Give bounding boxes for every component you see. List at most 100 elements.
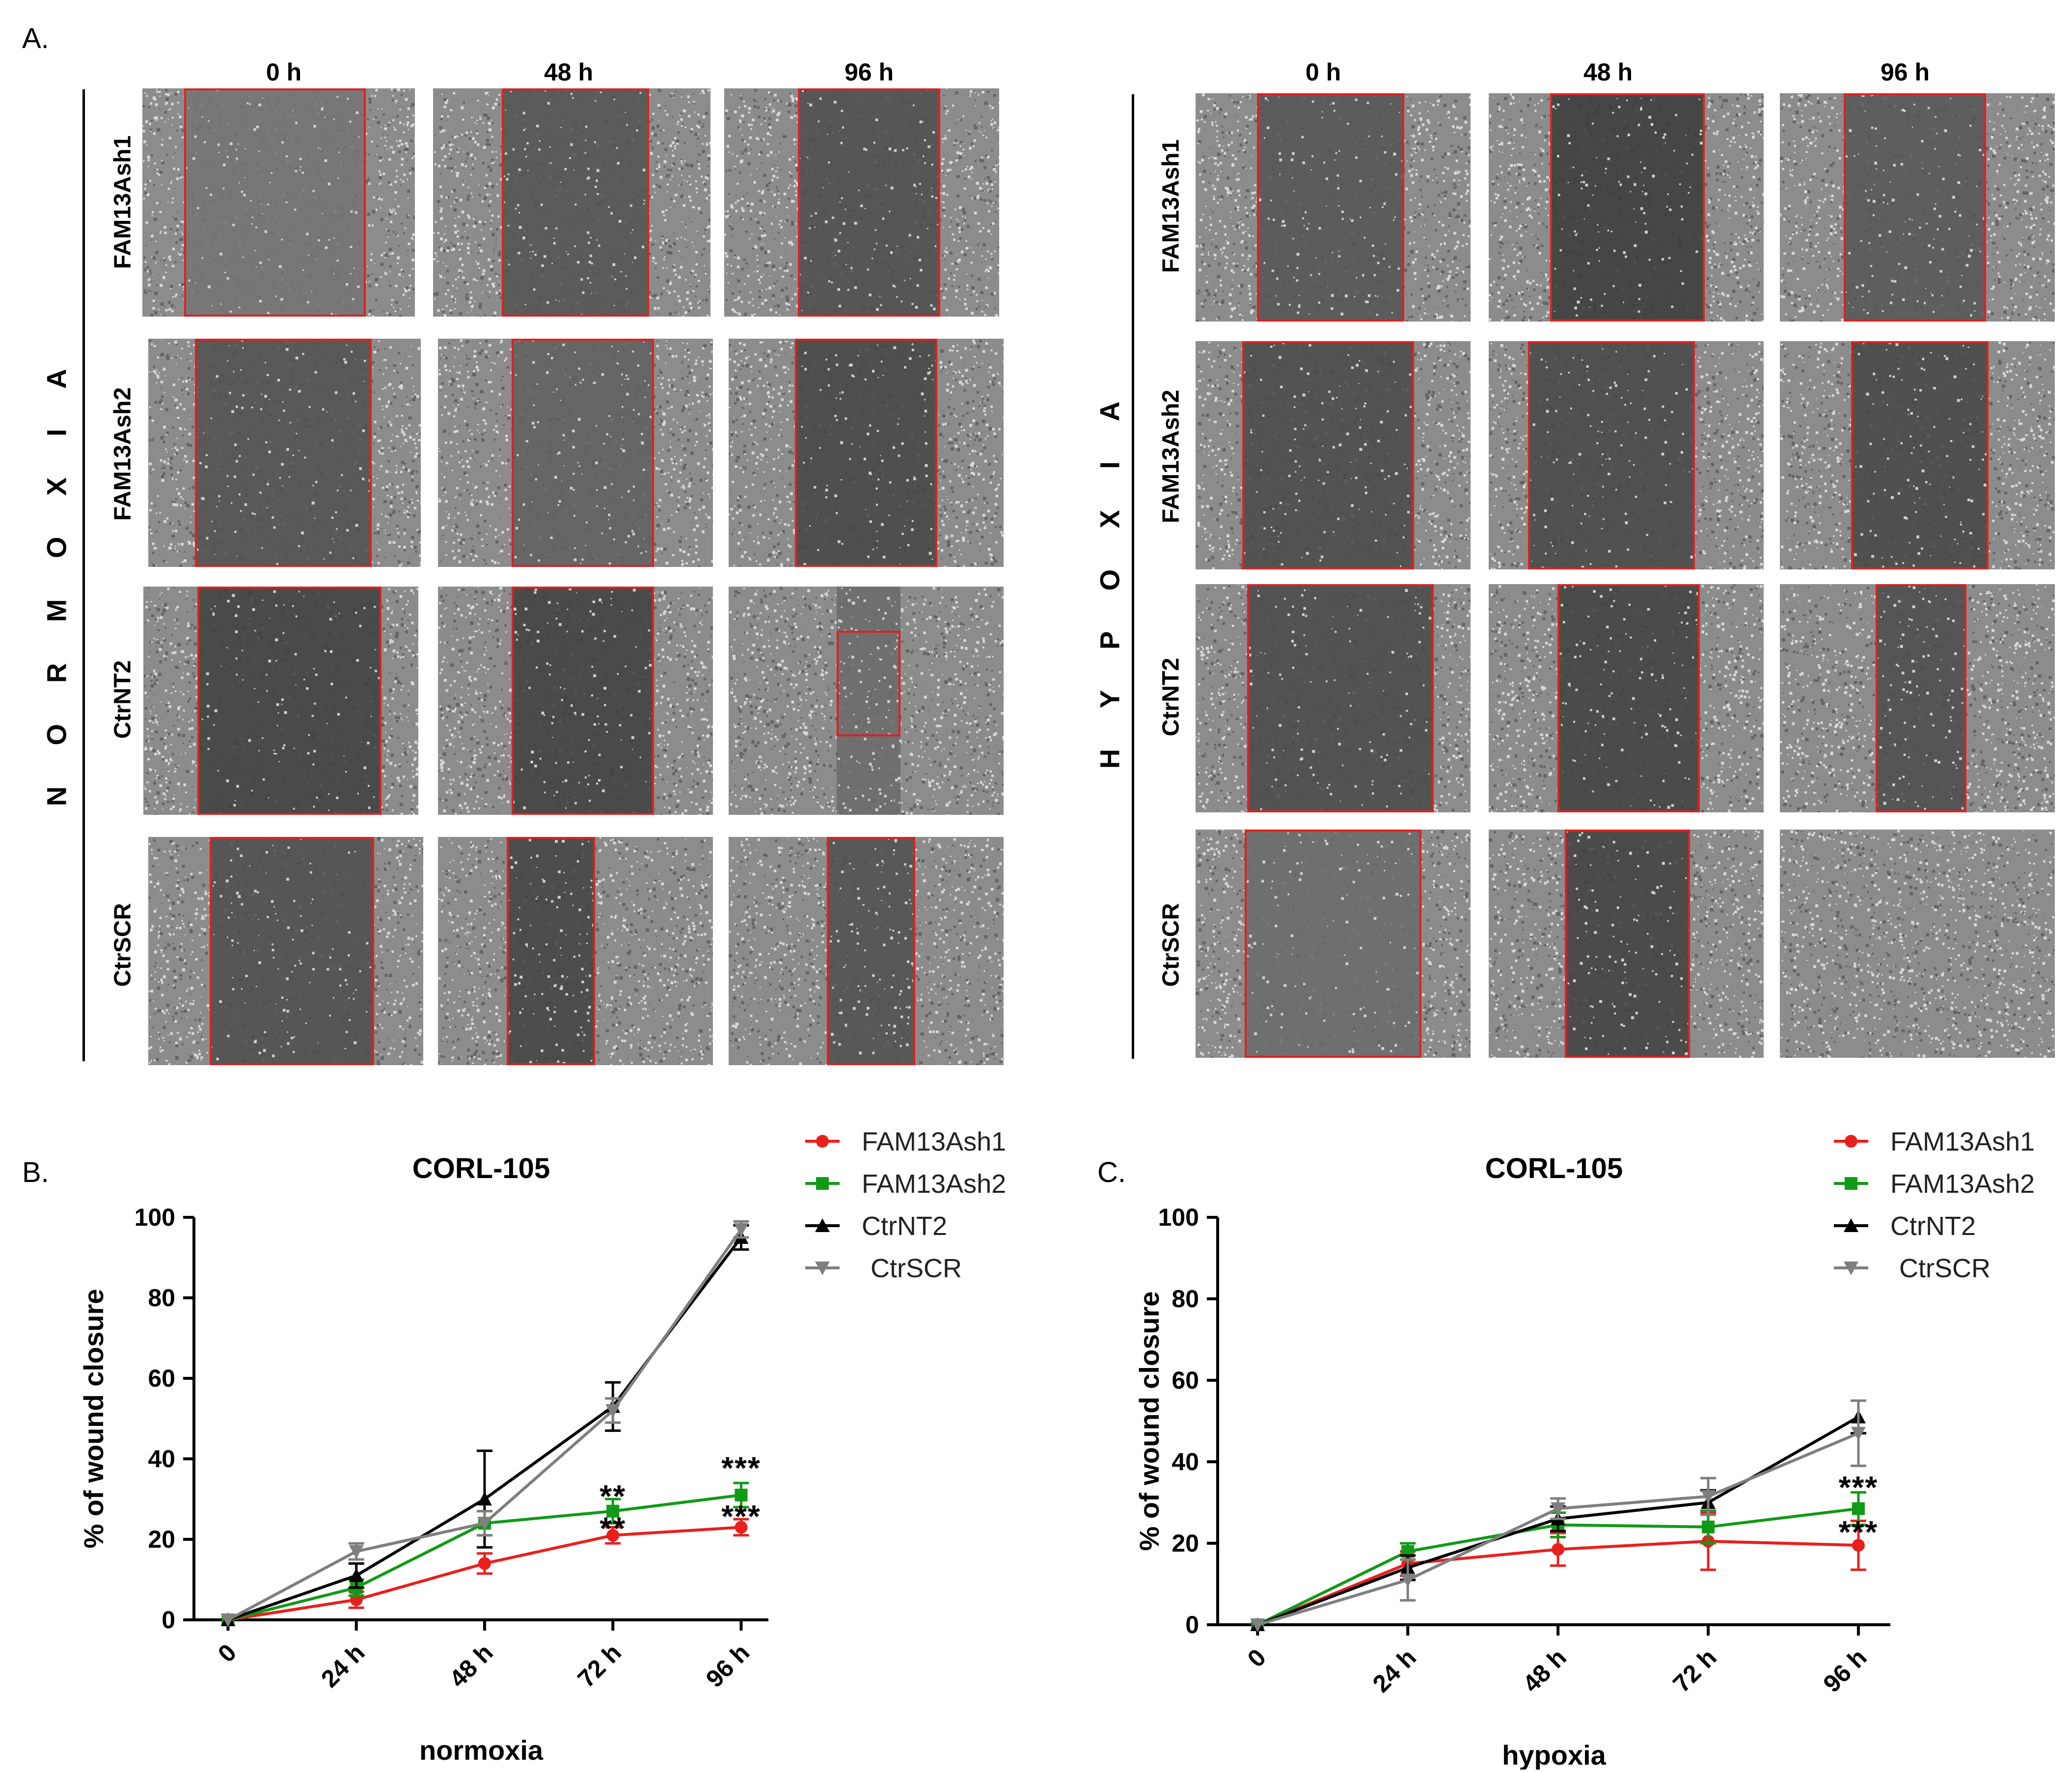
y-tick-label-0: 0 (1185, 1611, 1199, 1638)
legend-marker-ctrnt2 (815, 1218, 830, 1232)
data-point-ctrscr (734, 1223, 749, 1237)
data-point-ctrscr (1701, 1490, 1716, 1504)
wound-gap (507, 837, 595, 1065)
micrograph-tile (142, 88, 415, 317)
legend-marker-fam13ash2 (816, 1177, 829, 1190)
y-tick-label-80: 80 (148, 1284, 175, 1312)
data-point-ctrscr (349, 1545, 364, 1559)
data-point-fam13ash1 (606, 1529, 620, 1542)
micrograph-tile (433, 88, 710, 317)
legend-marker-ctrscr (815, 1262, 830, 1275)
data-point-fam13ash1 (478, 1557, 491, 1570)
legend-label-fam13ash2: FAM13Ash2 (862, 1169, 1006, 1199)
wound-gap (502, 88, 649, 317)
x-tick-label-0: 0 (213, 1638, 242, 1667)
micrograph-image (1196, 341, 1471, 569)
chart-b-container: B. CORL-105 0 20 40 60 80 100 0 24 h 48 h 72 h 96 h n… (0, 1070, 1036, 1770)
wound-gap (1844, 93, 1986, 322)
data-point-ctrscr (1400, 1573, 1416, 1587)
hypoxia-row-label-ctrscr: CtrSCR (1158, 903, 1184, 987)
wound-gap (512, 339, 654, 567)
micrograph-image (1489, 584, 1764, 812)
y-tick-label-20: 20 (1172, 1530, 1199, 1557)
micrograph-image (148, 837, 423, 1065)
x-tick-label-0: 0 (1242, 1643, 1271, 1672)
micrograph-tile (1196, 830, 1471, 1058)
y-axis-label: % of wound closure (1134, 1291, 1165, 1551)
wound-outline (512, 339, 654, 567)
data-point-fam13ash2 (1702, 1520, 1715, 1533)
x-tick-label-24-h: 24 h (1367, 1643, 1421, 1697)
micrograph-image (433, 88, 710, 317)
legend-label-fam13ash1: FAM13Ash1 (862, 1127, 1006, 1156)
data-point-ctrnt2 (349, 1568, 364, 1582)
micrograph-tile (438, 837, 713, 1065)
y-tick-label-80: 80 (1172, 1285, 1199, 1313)
normoxia-row-label-fam13ash1: FAM13Ash1 (109, 135, 136, 269)
y-axis-label: % of wound closure (78, 1289, 109, 1549)
wound-outline (1876, 584, 1966, 812)
significance-annotation: *** (1839, 1514, 1879, 1550)
x-tick-label-72-h: 72 h (1667, 1643, 1721, 1697)
chart-title: CORL-105 (1485, 1153, 1623, 1184)
wound-outline (798, 88, 940, 317)
micrograph-tile (148, 837, 423, 1065)
micrograph-tile (1780, 830, 2055, 1058)
x-tick-label-96-h: 96 h (1818, 1643, 1872, 1697)
x-tick-label-96-h: 96 h (701, 1638, 755, 1692)
wound-outline (1851, 341, 1989, 569)
wound-gap (1528, 341, 1695, 569)
wound-outline (1247, 584, 1434, 812)
wound-outline (1528, 341, 1695, 569)
micrograph-tile (143, 587, 418, 815)
chart-c-container: C. CORL-105 0 20 40 60 80 100 0 24 h 48 h 72 h 96 h h… (1036, 1070, 2072, 1771)
x-tick-label-48-h: 48 h (444, 1638, 498, 1692)
panel-a-letter: A. (22, 23, 49, 54)
data-point-ctrscr (605, 1404, 621, 1418)
chart-c: C. CORL-105 0 20 40 60 80 100 0 24 h 48 h 72 h 96 h h… (1097, 1127, 2035, 1771)
micrograph-tile (1780, 341, 2055, 569)
wound-gap (795, 339, 937, 567)
micrograph-image (729, 587, 1004, 815)
normoxia-time-label-96h: 96 h (844, 58, 894, 86)
wound-outline (195, 339, 372, 567)
wound-gap (1247, 584, 1434, 812)
normoxia-divider-line (82, 89, 85, 1061)
wound-gap (1851, 341, 1989, 569)
legend-marker-fam13ash1 (816, 1135, 829, 1148)
wound-gap (512, 587, 654, 815)
data-point-ctrscr (1551, 1502, 1566, 1516)
micrograph-tile (1196, 341, 1471, 569)
wound-outline (1245, 830, 1421, 1058)
micrograph-image (438, 837, 713, 1065)
wound-gap (1245, 830, 1421, 1058)
micrograph-image (1196, 830, 1471, 1058)
x-axis-label: hypoxia (1502, 1740, 1606, 1770)
hypoxia-row-label-ctrnt2: CtrNT2 (1158, 657, 1184, 737)
data-point-ctrnt2 (477, 1492, 492, 1505)
data-point-fam13ash1 (1852, 1539, 1865, 1552)
data-point-fam13ash2 (1852, 1502, 1865, 1515)
y-tick-label-60: 60 (1172, 1367, 1199, 1394)
wound-gap (1242, 341, 1414, 569)
hypoxia-time-label-0h: 0 h (1305, 58, 1341, 86)
hypoxia-time-label-96h: 96 h (1880, 58, 1930, 86)
micrograph-tile (724, 88, 999, 317)
y-tick-label-0: 0 (162, 1606, 175, 1634)
legend-label-fam13ash1: FAM13Ash1 (1890, 1127, 2035, 1156)
normoxia-row-label-fam13ash2: FAM13Ash2 (109, 387, 136, 521)
micrograph-image (1780, 584, 2055, 812)
legend-marker-ctrscr (1844, 1262, 1858, 1275)
y-tick-label-100: 100 (135, 1204, 175, 1231)
wound-outline (507, 837, 595, 1065)
wound-outline (1257, 93, 1404, 322)
micrograph-tile (729, 837, 1004, 1065)
legend-label-ctrnt2: CtrNT2 (862, 1211, 947, 1241)
chart-b: B. CORL-105 0 20 40 60 80 100 0 24 h 48 h 72 h 96 h n… (22, 1127, 1006, 1766)
normoxia-condition-label: N O R M O X I A (41, 352, 72, 806)
y-tick-label-20: 20 (148, 1526, 175, 1553)
data-point-ctrscr (477, 1517, 492, 1531)
normoxia-time-label-0h: 0 h (266, 58, 302, 86)
micrograph-tile (1489, 93, 1764, 322)
wound-gap (1557, 584, 1700, 812)
